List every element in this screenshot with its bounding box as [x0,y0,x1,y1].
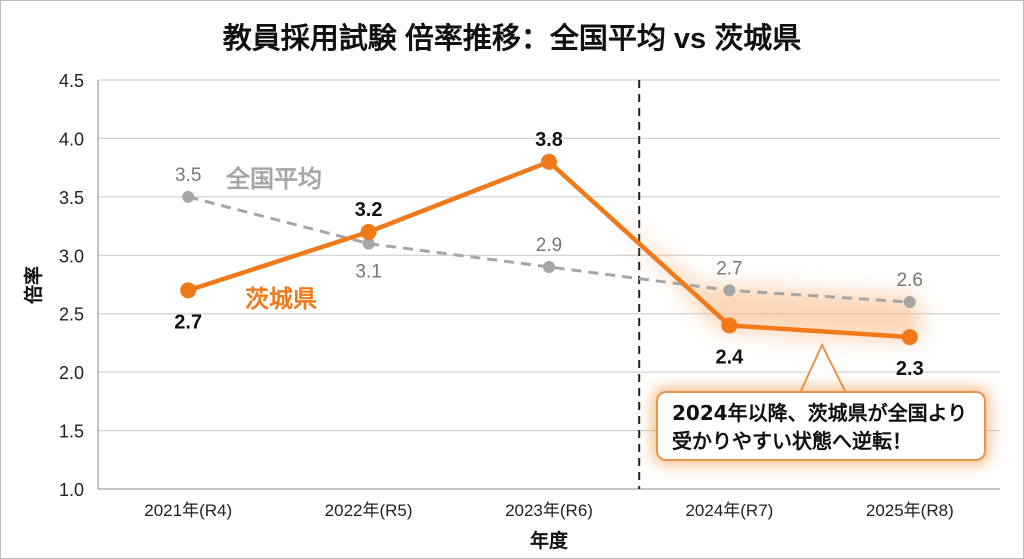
annotation-line-1: 2024年以降、茨城県が全国より [672,401,968,425]
x-tick-label: 2025年(R8) [866,501,954,520]
y-tick-label: 1.0 [59,480,84,500]
ibaraki-data-label: 2.4 [715,346,744,368]
x-tick-label: 2023年(R6) [505,501,593,520]
legend-national-average: 全国平均 [225,165,322,193]
y-tick-label: 1.5 [59,422,84,442]
ibaraki-point [360,223,377,240]
annotation-line-2: 受かりやすい状態へ逆転！ [672,429,912,453]
ibaraki-data-label: 3.2 [355,199,383,221]
ibaraki-data-label: 2.7 [174,311,202,333]
ibaraki-data-label: 3.8 [535,129,563,151]
x-axis-label: 年度 [530,529,569,552]
chart-title: 教員採用試験 倍率推移：全国平均 vs 茨城県 [223,21,801,55]
legend-ibaraki: 茨城県 [245,285,317,313]
y-tick-label: 3.0 [59,246,84,266]
national-average-data-label: 2.9 [536,235,562,256]
national-average-data-label: 2.6 [897,270,923,291]
y-tick-label: 4.5 [59,71,84,91]
x-tick-label: 2024年(R7) [685,501,773,520]
national-average-point [362,237,375,250]
national-average-line [187,195,910,304]
ibaraki-point [721,317,738,334]
y-axis-label: 倍率 [22,266,45,304]
ibaraki-point [541,153,557,170]
x-tick-label: 2021年(R4) [144,501,232,520]
national-average-point [543,260,555,273]
ibaraki-point [180,282,197,299]
ibaraki-point [901,329,918,346]
callout-pointer [798,342,848,394]
national-average-data-label: 2.7 [716,258,742,279]
national-average-data-label: 3.5 [175,165,201,186]
annotation-callout: 2024年以降、茨城県が全国より 受かりやすい状態へ逆転！ [656,391,986,461]
national-average-point [723,284,736,297]
ibaraki-data-label: 2.3 [896,358,924,380]
y-tick-label: 4.0 [59,129,84,149]
highlight-glow [609,208,920,343]
y-tick-label: 2.0 [59,363,84,383]
national-average-data-label: 3.1 [355,262,381,283]
y-tick-label: 3.5 [59,188,84,208]
national-average-point [903,296,916,309]
y-tick-label: 2.5 [59,305,84,325]
national-average-point [182,190,195,203]
x-tick-label: 2022年(R5) [325,501,413,520]
